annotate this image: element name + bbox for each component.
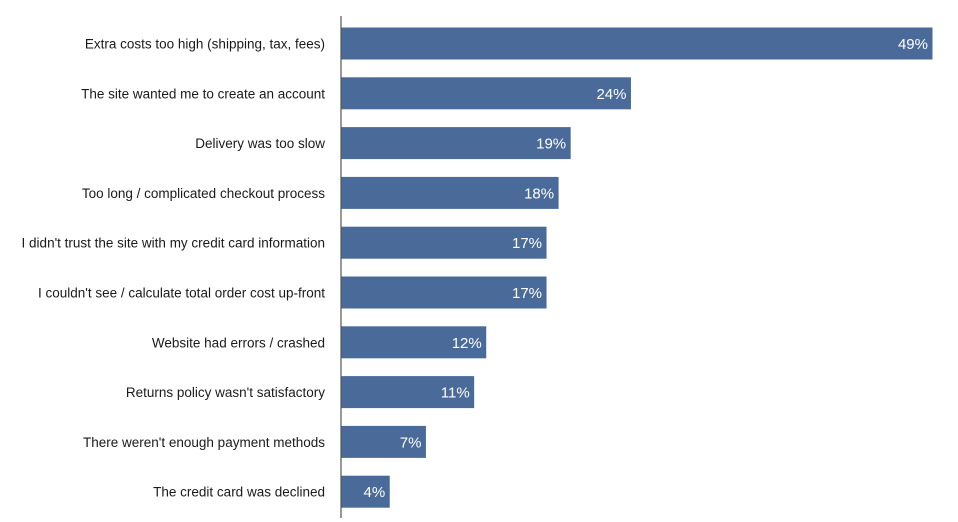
bar: [341, 127, 571, 160]
bar: [341, 376, 475, 409]
bar-value-label: 18%: [524, 185, 554, 202]
bar-value-label: 19%: [536, 136, 566, 153]
bar: [341, 475, 390, 508]
category-label: Returns policy wasn't satisfactory: [126, 385, 325, 400]
category-label: There weren't enough payment methods: [83, 435, 325, 450]
category-label: Website had errors / crashed: [152, 335, 325, 350]
bar: [341, 425, 426, 458]
bars-layer: [341, 27, 933, 508]
category-label: The credit card was declined: [153, 485, 325, 500]
bar: [341, 226, 547, 259]
bar: [341, 326, 487, 359]
bar-value-label: 17%: [512, 285, 542, 302]
labels-layer: 49% Extra costs too high (shipping, tax, …: [22, 36, 928, 501]
bar-value-label: 12%: [452, 335, 482, 352]
bar: [341, 27, 933, 60]
category-label: I didn't trust the site with my credit c…: [22, 236, 325, 251]
category-label: The site wanted me to create an account: [81, 86, 325, 101]
bar: [341, 77, 631, 110]
bar-value-label: 49%: [898, 36, 928, 53]
bar-value-label: 7%: [400, 434, 422, 451]
category-label: Too long / complicated checkout process: [82, 186, 325, 201]
category-label: Extra costs too high (shipping, tax, fee…: [85, 37, 325, 52]
category-label: Delivery was too slow: [195, 136, 325, 151]
bar-value-label: 11%: [441, 385, 470, 402]
bar-value-label: 24%: [596, 86, 626, 103]
bar: [341, 176, 559, 209]
bar-value-label: 4%: [364, 484, 386, 501]
bar-value-label: 17%: [512, 235, 542, 252]
category-label: I couldn't see / calculate total order c…: [38, 286, 325, 301]
bar: [341, 276, 547, 309]
